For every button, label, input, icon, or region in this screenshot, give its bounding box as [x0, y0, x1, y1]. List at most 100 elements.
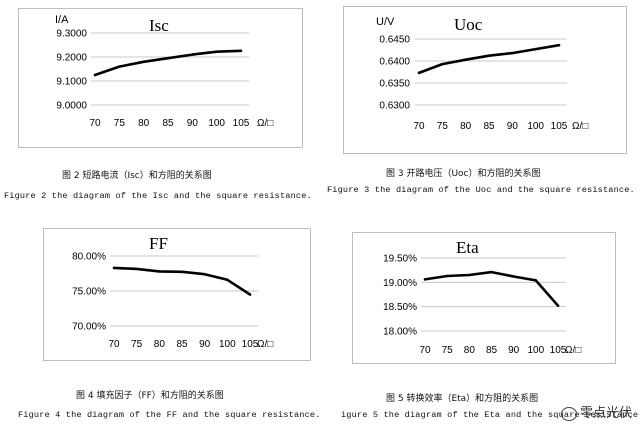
- data-point-isc: [93, 73, 97, 77]
- data-point-eta: [468, 273, 471, 277]
- watermark-text: 零点光伏: [579, 406, 632, 421]
- y-tick-label-uoc: 0.6400: [379, 57, 410, 68]
- x-tick-label-isc: 75: [114, 118, 126, 129]
- x-tick-label-eta: 85: [486, 345, 498, 356]
- x-tick-label-isc: 100: [208, 118, 225, 129]
- x-tick-label-uoc: 80: [460, 121, 472, 132]
- data-point-uoc: [441, 62, 444, 66]
- data-point-isc: [118, 65, 121, 68]
- caption-en-eta: igure 5 the diagram of the Eta and the s…: [341, 410, 640, 420]
- x-tick-label-isc: 80: [138, 118, 150, 129]
- chart-uoc-frame: Uoc U/V 0.6300 0.6350 0.6400 0.6450 70 75 80 85 90…: [343, 6, 627, 154]
- data-point-ff: [112, 266, 116, 270]
- x-tick-label-ff: 100: [219, 339, 236, 350]
- wechat-icon: [560, 406, 577, 421]
- y-tick-label-uoc: 0.6300: [379, 101, 410, 112]
- caption-en-ff: Figure 4 the diagram of the FF and the s…: [18, 410, 321, 420]
- data-point-ff: [226, 278, 229, 281]
- data-point-uoc: [464, 58, 467, 61]
- data-point-isc: [191, 53, 194, 56]
- y-tick-label-eta: 19.00%: [383, 278, 417, 289]
- x-tick-label-ff: 105: [242, 339, 259, 350]
- data-point-eta: [445, 274, 449, 278]
- y-tick-label-isc: 9.1000: [56, 77, 87, 88]
- chart-uoc: Uoc U/V 0.6300 0.6350 0.6400 0.6450 70 75 80 85 90…: [376, 15, 588, 132]
- x-tick-label-eta: 70: [419, 345, 431, 356]
- x-tick-label-isc: 85: [162, 118, 174, 129]
- x-tick-label-ff: 90: [199, 339, 211, 350]
- data-point-ff: [203, 273, 206, 276]
- caption-zh-eta: 图 5 转换效率（Eta）和方阻的关系图: [386, 394, 539, 404]
- caption-en-isc: Figure 2 the diagram of the Isc and the …: [4, 191, 312, 201]
- chart-eta-frame: Eta 18.00% 18.50% 19.00% 19.50% 70 75 80 85 90 100…: [352, 232, 616, 364]
- y-tick-label-uoc: 0.6450: [379, 35, 410, 46]
- x-tick-label-eta: 100: [527, 345, 544, 356]
- data-point-isc: [215, 50, 218, 53]
- chart-eta: Eta 18.00% 18.50% 19.00% 19.50% 70 75 80 85 90 100…: [383, 238, 581, 356]
- x-tick-label-uoc: 75: [437, 121, 449, 132]
- watermark: 零点光伏: [560, 402, 632, 421]
- x-tick-label-isc: 105: [233, 118, 250, 129]
- y-tick-label-eta: 18.50%: [383, 302, 417, 313]
- data-point-eta: [556, 304, 560, 307]
- data-point-ff: [248, 293, 252, 296]
- chart-title-ff: FF: [149, 234, 168, 253]
- data-point-uoc: [534, 47, 537, 51]
- data-point-isc: [142, 60, 145, 63]
- x-axis-unit-ff: Ω/□: [257, 339, 273, 350]
- y-tick-label-ff: 75.00%: [72, 287, 106, 298]
- chart-title-isc: Isc: [149, 16, 169, 35]
- x-tick-label-ff: 75: [131, 339, 143, 350]
- x-axis-unit-isc: Ω/□: [257, 118, 273, 129]
- data-point-ff: [180, 270, 184, 273]
- data-point-eta: [423, 278, 427, 281]
- y-axis-label-uoc: U/V: [376, 16, 395, 28]
- y-tick-label-eta: 19.50%: [383, 254, 417, 265]
- data-point-ff: [135, 267, 138, 271]
- caption-zh-uoc: 图 3 开路电压（Uoc）和方阻的关系图: [386, 169, 541, 179]
- x-tick-label-ff: 80: [154, 339, 166, 350]
- data-point-uoc: [557, 43, 561, 47]
- data-point-isc: [239, 49, 243, 52]
- chart-isc-frame: Isc I/A 9.0000 9.1000 9.2000 9.3000 70 75 80 85 90…: [18, 8, 303, 148]
- y-tick-label-isc: 9.2000: [56, 53, 87, 64]
- caption-zh-isc: 图 2 短路电流（Isc）和方阻的关系图: [62, 171, 212, 181]
- chart-title-uoc: Uoc: [454, 15, 483, 34]
- x-tick-label-isc: 90: [187, 118, 199, 129]
- caption-zh-ff: 图 4 填充因子（FF）和方阻的关系图: [76, 391, 224, 401]
- chart-ff-frame: FF 70.00% 75.00% 80.00% 70 75 80 85 90 100 105 Ω/□: [43, 228, 311, 361]
- x-tick-label-ff: 70: [108, 339, 120, 350]
- series-line-eta: [423, 270, 560, 307]
- x-tick-label-eta: 80: [464, 345, 476, 356]
- x-tick-label-uoc: 105: [551, 121, 568, 132]
- y-tick-label-isc: 9.0000: [56, 101, 87, 112]
- y-axis-label-isc: I/A: [55, 14, 69, 26]
- y-tick-label-ff: 80.00%: [72, 252, 106, 263]
- x-axis-unit-uoc: Ω/□: [572, 121, 588, 132]
- y-tick-label-ff: 70.00%: [72, 322, 106, 333]
- y-tick-label-eta: 18.00%: [383, 327, 417, 338]
- data-point-uoc: [487, 54, 491, 57]
- x-tick-label-eta: 105: [550, 345, 567, 356]
- data-point-ff: [158, 270, 161, 273]
- series-line-isc: [93, 49, 243, 77]
- data-point-uoc: [417, 71, 421, 75]
- x-tick-label-isc: 70: [89, 118, 101, 129]
- series-line-uoc: [417, 43, 561, 75]
- y-tick-label-uoc: 0.6350: [379, 79, 410, 90]
- chart-title-eta: Eta: [456, 238, 479, 257]
- chart-isc: Isc I/A 9.0000 9.1000 9.2000 9.3000 70 75 80 85 90…: [55, 14, 273, 129]
- caption-en-uoc: Figure 3 the diagram of the Uoc and the …: [327, 185, 635, 195]
- x-tick-label-ff: 85: [176, 339, 188, 350]
- data-point-eta: [534, 279, 538, 282]
- x-axis-unit-eta: Ω/□: [565, 345, 581, 356]
- x-tick-label-uoc: 85: [483, 121, 495, 132]
- x-tick-label-eta: 75: [442, 345, 454, 356]
- x-tick-label-eta: 90: [508, 345, 520, 356]
- y-tick-label-isc: 9.3000: [56, 29, 87, 40]
- data-point-uoc: [511, 51, 514, 55]
- data-point-eta: [490, 270, 493, 274]
- data-point-isc: [166, 57, 170, 60]
- x-tick-label-uoc: 90: [507, 121, 519, 132]
